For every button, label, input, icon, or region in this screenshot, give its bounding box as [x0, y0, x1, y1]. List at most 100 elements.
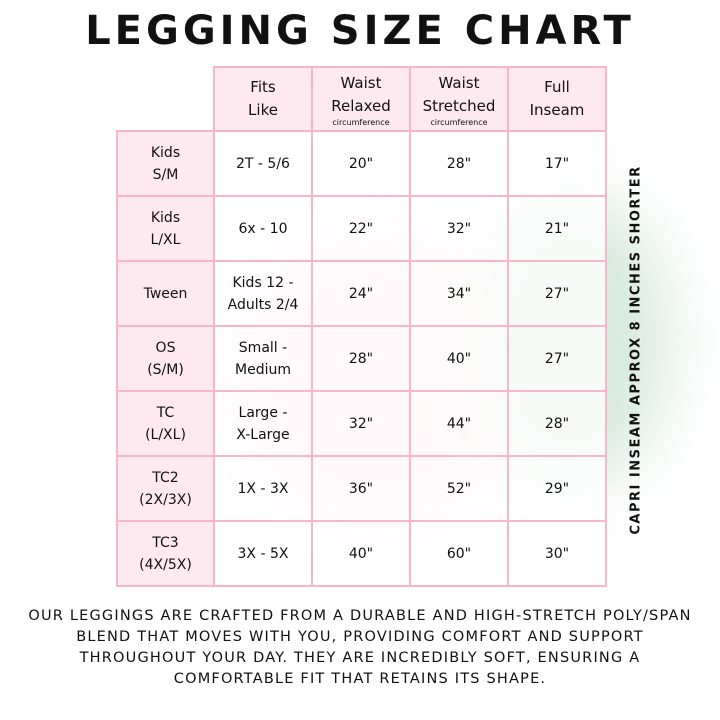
waist-relaxed: 20" — [348, 155, 374, 172]
waist-stretched: 44" — [446, 415, 472, 432]
waist-relaxed: 36" — [348, 480, 374, 497]
size-label-cell: Tween — [116, 260, 215, 327]
size-label: (L/XL) — [145, 426, 186, 443]
waist-stretched: 32" — [446, 220, 472, 237]
fits-like: Small - — [238, 339, 288, 356]
size-label: TC3 — [152, 534, 179, 551]
capri-note: CAPRI INSEAM APPROX 8 INCHES SHORTER — [628, 165, 644, 535]
size-label: TC2 — [152, 469, 179, 486]
size-label-cell: Kids S/M — [116, 130, 215, 197]
column-header: Waist Relaxed circumference — [311, 66, 411, 132]
header-line: Fits — [250, 78, 276, 96]
waist-relaxed-cell: 32" — [311, 390, 411, 457]
corner-cell — [117, 67, 215, 132]
header-subtitle: circumference — [332, 117, 390, 127]
size-label: (2X/3X) — [139, 491, 192, 508]
inseam: 27" — [544, 350, 570, 367]
waist-stretched-cell: 52" — [409, 455, 509, 522]
table-row: TC2 (2X/3X) 1X - 3X 36" 52" 29" — [116, 455, 607, 522]
inseam: 27" — [544, 285, 570, 302]
size-label: TC — [156, 404, 175, 421]
fits-like-cell: Kids 12 - Adults 2/4 — [213, 260, 313, 327]
inseam: 29" — [544, 480, 570, 497]
header-line: Waist — [340, 73, 382, 92]
header-subtitle: circumference — [430, 117, 488, 127]
description-text: Our leggings are crafted from a durable … — [28, 608, 692, 687]
size-label-cell: OS (S/M) — [116, 325, 215, 392]
inseam: 21" — [544, 220, 570, 237]
waist-relaxed-cell: 28" — [311, 325, 411, 392]
waist-stretched-cell: 32" — [409, 195, 509, 262]
header-row: Fits Like Waist Relaxed circumference Waist St… — [117, 66, 607, 132]
inseam-cell: 28" — [507, 390, 607, 457]
fits-like-cell: 1X - 3X — [213, 455, 313, 522]
inseam-cell: 30" — [507, 520, 607, 587]
waist-stretched: 60" — [446, 545, 472, 562]
fits-like: Medium — [235, 361, 291, 378]
inseam-cell: 27" — [507, 260, 607, 327]
inseam-cell: 27" — [507, 325, 607, 392]
waist-stretched-cell: 44" — [409, 390, 509, 457]
waist-stretched-cell: 34" — [409, 260, 509, 327]
size-label: Tween — [143, 285, 188, 302]
fits-like: 3X - 5X — [237, 545, 289, 562]
fits-like-cell: Large - X-Large — [213, 390, 313, 457]
fits-like-cell: Small - Medium — [213, 325, 313, 392]
header-line: Full — [544, 78, 570, 96]
size-label: (S/M) — [147, 361, 184, 378]
waist-relaxed-cell: 22" — [311, 195, 411, 262]
fits-like: X-Large — [236, 426, 290, 443]
size-label: S/M — [152, 166, 179, 183]
fits-like: 6x - 10 — [238, 220, 288, 237]
waist-stretched: 40" — [446, 350, 472, 367]
waist-stretched-cell: 40" — [409, 325, 509, 392]
waist-relaxed-cell: 24" — [311, 260, 411, 327]
table-row: OS (S/M) Small - Medium 28" 40" 27" — [116, 325, 607, 392]
table-row: Tween Kids 12 - Adults 2/4 24" 34" 27" — [116, 260, 607, 327]
table-row: TC (L/XL) Large - X-Large 32" 44" 28" — [116, 390, 607, 457]
waist-stretched-cell: 28" — [409, 130, 509, 197]
size-chart-table: Fits Like Waist Relaxed circumference Waist St… — [116, 66, 607, 587]
table-row: Kids S/M 2T - 5/6 20" 28" 17" — [116, 130, 607, 197]
column-header: Fits Like — [213, 66, 313, 132]
waist-relaxed: 28" — [348, 350, 374, 367]
size-label: Kids — [150, 144, 181, 161]
waist-relaxed: 24" — [348, 285, 374, 302]
fits-like-cell: 3X - 5X — [213, 520, 313, 587]
waist-relaxed: 40" — [348, 545, 374, 562]
inseam-cell: 29" — [507, 455, 607, 522]
fits-like: 1X - 3X — [237, 480, 289, 497]
size-label: (4X/5X) — [139, 556, 192, 573]
waist-stretched-cell: 60" — [409, 520, 509, 587]
inseam: 28" — [544, 415, 570, 432]
size-label-cell: TC2 (2X/3X) — [116, 455, 215, 522]
size-label: L/XL — [150, 231, 181, 248]
size-label-cell: TC (L/XL) — [116, 390, 215, 457]
column-header: Full Inseam — [507, 66, 607, 132]
header-line: Waist — [438, 73, 480, 92]
fits-like: 2T - 5/6 — [236, 155, 290, 172]
size-label: Kids — [150, 209, 181, 226]
header-line: Inseam — [529, 101, 585, 119]
waist-relaxed-cell: 40" — [311, 520, 411, 587]
fits-like: Adults 2/4 — [227, 296, 299, 313]
header-line: Relaxed — [331, 96, 391, 115]
inseam-cell: 21" — [507, 195, 607, 262]
table-row: Kids L/XL 6x - 10 22" 32" 21" — [116, 195, 607, 262]
waist-relaxed: 32" — [348, 415, 374, 432]
size-label: OS — [155, 339, 176, 356]
waist-relaxed: 22" — [348, 220, 374, 237]
fits-like-cell: 2T - 5/6 — [213, 130, 313, 197]
size-label-cell: Kids L/XL — [116, 195, 215, 262]
fits-like-cell: 6x - 10 — [213, 195, 313, 262]
size-label-cell: TC3 (4X/5X) — [116, 520, 215, 587]
waist-relaxed-cell: 20" — [311, 130, 411, 197]
table-row: TC3 (4X/5X) 3X - 5X 40" 60" 30" — [116, 520, 607, 587]
column-header: Waist Stretched circumference — [409, 66, 509, 132]
fits-like: Large - — [238, 404, 288, 421]
waist-stretched: 34" — [446, 285, 472, 302]
waist-stretched: 52" — [446, 480, 472, 497]
header-line: Stretched — [422, 96, 496, 115]
header-line: Like — [248, 101, 278, 119]
inseam: 17" — [544, 155, 570, 172]
